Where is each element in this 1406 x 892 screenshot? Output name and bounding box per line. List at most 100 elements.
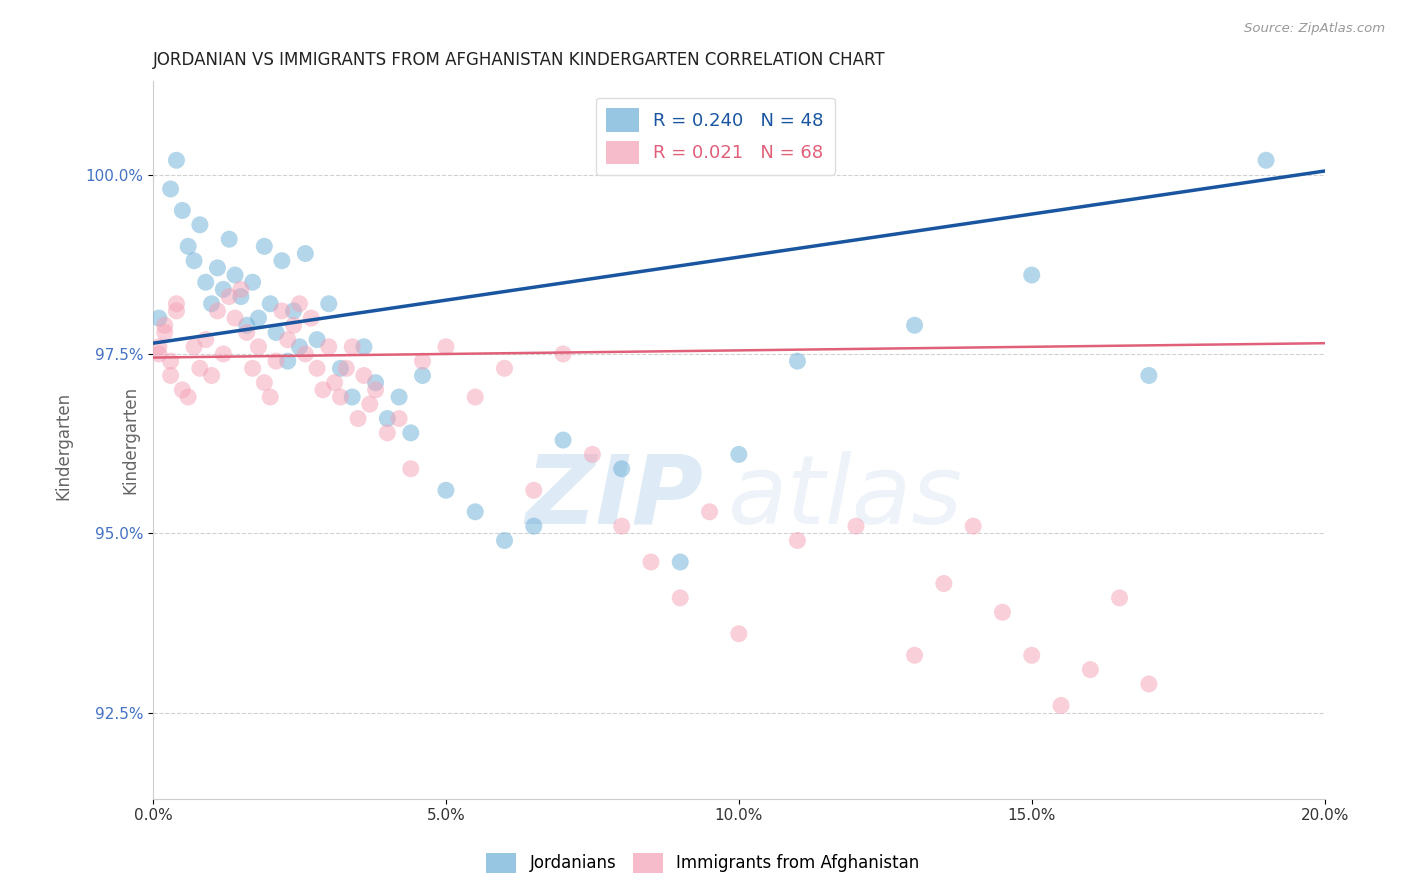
Point [183,253,205,268]
Point [305,333,328,347]
Text: ZIP: ZIP [526,451,703,544]
Point [200,297,222,311]
Point [932,576,955,591]
Point [242,275,264,289]
Point [259,297,281,311]
Point [903,318,925,333]
Point [1108,591,1130,605]
Point [991,605,1014,619]
Point [962,519,984,533]
Text: atlas: atlas [727,451,962,544]
Point [610,519,633,533]
Point [329,361,352,376]
Point [183,340,205,354]
Point [177,390,200,404]
Point [786,533,808,548]
Point [288,297,311,311]
Point [212,347,235,361]
Point [353,368,375,383]
Point [340,390,363,404]
Point [294,347,316,361]
Legend: Jordanians, Immigrants from Afghanistan: Jordanians, Immigrants from Afghanistan [479,847,927,880]
Point [172,203,194,218]
Point [434,340,457,354]
Text: Source: ZipAtlas.com: Source: ZipAtlas.com [1244,22,1385,36]
Point [411,368,433,383]
Point [1137,368,1160,383]
Point [188,218,211,232]
Point [299,311,322,326]
Point [212,282,235,296]
Point [364,376,387,390]
Point [318,297,340,311]
Point [347,411,370,425]
Point [359,397,381,411]
Point [323,376,346,390]
Point [235,318,257,333]
Point [259,390,281,404]
Point [1078,663,1101,677]
Point [464,505,486,519]
Point [640,555,662,569]
Text: JORDANIAN VS IMMIGRANTS FROM AFGHANISTAN KINDERGARTEN CORRELATION CHART: JORDANIAN VS IMMIGRANTS FROM AFGHANISTAN… [153,51,886,69]
Point [166,304,188,318]
Point [1254,153,1277,168]
Point [270,253,292,268]
Point [177,239,200,253]
Point [388,390,411,404]
Point [523,483,546,498]
Point [277,333,299,347]
Point [253,376,276,390]
Point [1021,648,1043,663]
Point [264,326,287,340]
Point [340,340,363,354]
Y-axis label: Kindergarten: Kindergarten [121,386,139,494]
Point [411,354,433,368]
Point [335,361,357,376]
Point [166,153,188,168]
Point [283,304,305,318]
Point [194,275,217,289]
Legend: R = 0.240   N = 48, R = 0.021   N = 68: R = 0.240 N = 48, R = 0.021 N = 68 [596,97,835,175]
Point [353,340,375,354]
Point [218,232,240,246]
Point [207,260,229,275]
Point [264,354,287,368]
Text: Kindergarten: Kindergarten [55,392,72,500]
Point [229,289,252,303]
Point [253,239,276,253]
Point [388,411,411,425]
Point [207,304,229,318]
Point [305,361,328,376]
Point [288,340,311,354]
Point [166,297,188,311]
Point [399,425,422,440]
Point [669,591,692,605]
Point [399,462,422,476]
Point [699,505,721,519]
Point [247,311,270,326]
Point [312,383,335,397]
Point [1050,698,1073,713]
Point [188,361,211,376]
Point [375,425,398,440]
Point [318,340,340,354]
Point [903,648,925,663]
Point [218,289,240,303]
Point [1021,268,1043,282]
Point [172,383,194,397]
Point [159,182,181,196]
Point [159,368,181,383]
Point [148,340,170,354]
Point [786,354,808,368]
Point [1137,677,1160,691]
Point [610,462,633,476]
Point [247,340,270,354]
Point [464,390,486,404]
Point [727,447,749,461]
Point [294,246,316,260]
Point [283,318,305,333]
Point [242,361,264,376]
Point [364,383,387,397]
Point [148,347,170,361]
